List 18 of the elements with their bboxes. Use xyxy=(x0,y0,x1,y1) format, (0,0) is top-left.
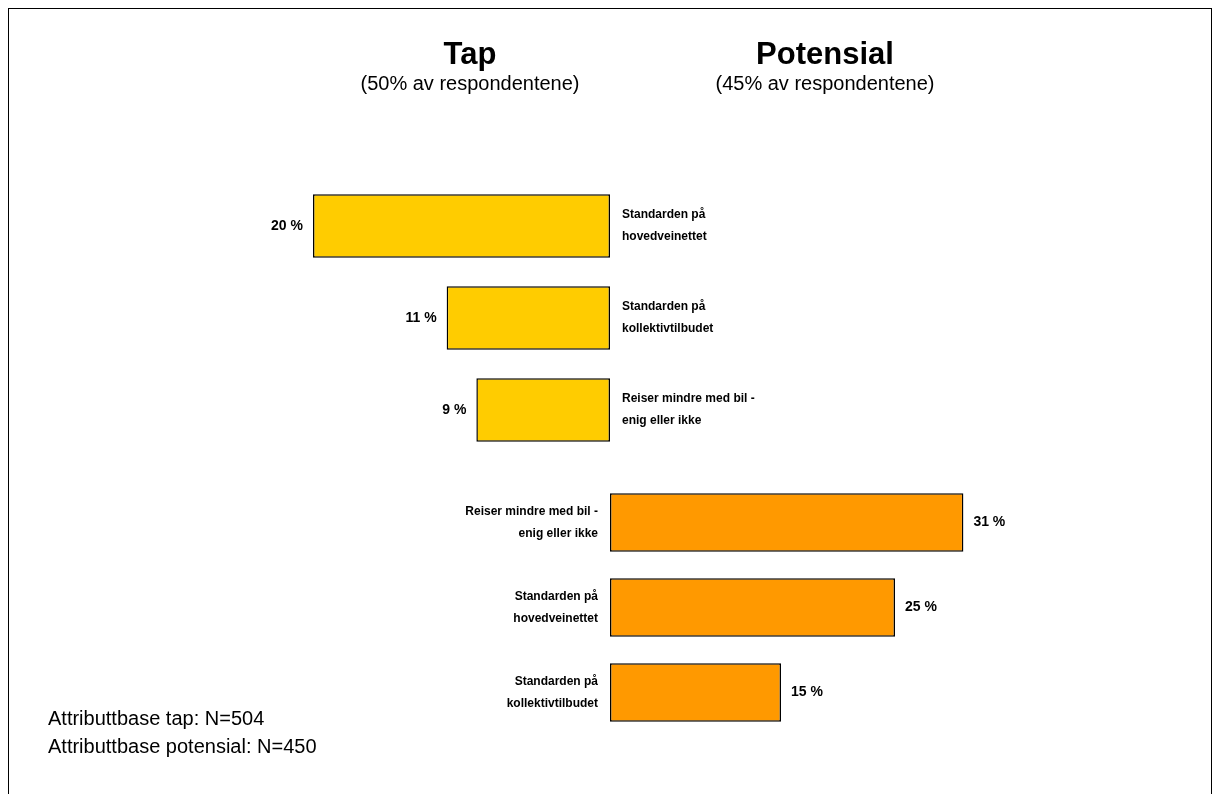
text: Attributtbase potensial: N=450 xyxy=(48,735,317,757)
y-tick-label: Standarden på hovedveinettet xyxy=(513,588,599,625)
y-tick-label: Standarden på kollektivtilbudet xyxy=(622,299,714,336)
data-label: 25 % xyxy=(905,598,938,615)
text: Attributtbase tap: N=504 xyxy=(48,707,265,729)
chart-subtitle: (45% av respondentene) xyxy=(714,71,936,95)
data-label: 9 % xyxy=(442,400,467,417)
data-label: 20 % xyxy=(271,216,304,233)
chart-title: Tap xyxy=(442,36,498,71)
chart-subtitle: (50% av respondentene) xyxy=(359,71,581,95)
chart-title: Potensial xyxy=(755,36,895,71)
y-tick-label: Standarden på hovedveinettet xyxy=(622,207,707,244)
data-label: 11 % xyxy=(405,308,438,325)
data-label: 15 % xyxy=(791,683,824,700)
y-tick-label: Reiser mindre med bil - enig eller ikke xyxy=(465,503,599,540)
y-tick-label: Reiser mindre med bil - enig eller ikke xyxy=(622,391,755,428)
y-tick-label: Standarden på kollektivtilbudet xyxy=(506,673,599,710)
data-label: 31 % xyxy=(973,513,1006,530)
